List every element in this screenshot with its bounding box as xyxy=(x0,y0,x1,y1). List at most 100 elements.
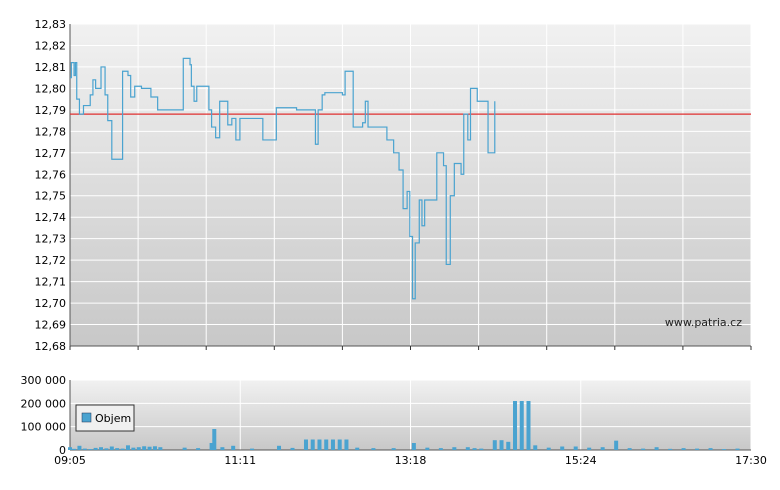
volume-bar xyxy=(290,447,295,450)
price-y-tick-label: 12,74 xyxy=(35,211,67,224)
volume-x-tick-label: 09:05 xyxy=(54,454,86,467)
volume-bar xyxy=(587,447,592,450)
price-y-tick-label: 12,75 xyxy=(35,190,67,203)
volume-bar xyxy=(526,401,531,450)
volume-bar xyxy=(492,440,497,450)
volume-bar xyxy=(355,447,360,450)
volume-bar xyxy=(438,448,443,450)
volume-bar xyxy=(425,447,430,450)
price-y-tick-label: 12,80 xyxy=(35,82,67,95)
volume-bar xyxy=(391,448,396,450)
volume-bar xyxy=(708,448,713,450)
volume-bar xyxy=(104,448,109,450)
volume-bar xyxy=(641,448,646,450)
price-y-tick-label: 12,71 xyxy=(35,276,67,289)
volume-bar xyxy=(182,447,187,450)
volume-bar xyxy=(120,448,125,450)
price-y-tick-label: 12,70 xyxy=(35,297,67,310)
volume-bar xyxy=(722,449,727,450)
volume-bar xyxy=(152,446,157,450)
volume-bar xyxy=(125,445,130,450)
volume-x-tick-label: 11:11 xyxy=(224,454,256,467)
volume-x-tick-label: 13:18 xyxy=(395,454,427,467)
volume-bar xyxy=(220,447,225,450)
volume-bar xyxy=(344,439,349,450)
volume-bar xyxy=(99,447,104,450)
volume-bar xyxy=(82,448,87,450)
volume-x-ticks: 09:05 11:11 13:18 15:24 17:30 xyxy=(54,454,767,467)
volume-bar xyxy=(330,439,335,450)
volume-y-tick-label: 100 000 xyxy=(21,421,67,434)
volume-bar xyxy=(77,445,82,450)
volume-bar xyxy=(72,448,77,450)
volume-bar xyxy=(627,448,632,450)
volume-y-tick-label: 0 xyxy=(59,444,66,457)
volume-bar xyxy=(131,447,136,450)
volume-bar xyxy=(533,445,538,450)
volume-x-tick-label: 17:30 xyxy=(735,454,767,467)
volume-bar xyxy=(250,448,255,450)
volume-bar xyxy=(499,440,504,450)
volume-bar xyxy=(668,448,673,450)
watermark: www.patria.cz xyxy=(665,316,742,329)
volume-bar xyxy=(560,446,565,450)
price-y-tick-label: 12,82 xyxy=(35,39,67,52)
volume-bar xyxy=(277,445,282,450)
price-y-tick-label: 12,72 xyxy=(35,254,67,267)
volume-bar xyxy=(452,447,457,450)
volume-bar xyxy=(519,401,524,450)
volume-bar xyxy=(147,446,152,450)
volume-bar xyxy=(506,441,511,450)
volume-y-ticks: 300 000 200 000 100 000 0 xyxy=(21,374,67,457)
price-y-tick-label: 12,81 xyxy=(35,61,67,74)
volume-bar xyxy=(115,448,120,450)
volume-bar xyxy=(142,446,147,450)
volume-bar xyxy=(371,448,376,450)
price-series-line xyxy=(70,57,496,300)
price-y-tick-label: 12,79 xyxy=(35,104,67,117)
volume-bar xyxy=(68,447,72,450)
price-y-tick-label: 12,77 xyxy=(35,147,67,160)
volume-bar xyxy=(158,447,163,450)
volume-bar xyxy=(695,448,700,450)
price-y-tick-label: 12,76 xyxy=(35,168,67,181)
volume-bar xyxy=(109,446,114,450)
volume-bar xyxy=(196,448,201,450)
volume-bar xyxy=(546,447,551,450)
volume-bar xyxy=(93,447,98,450)
volume-bar xyxy=(317,439,322,450)
volume-bar xyxy=(411,443,416,450)
volume-bar xyxy=(600,447,605,450)
price-y-tick-label: 12,68 xyxy=(35,340,67,353)
price-y-tick-label: 12,78 xyxy=(35,125,67,138)
volume-bar xyxy=(479,448,484,450)
volume-bar xyxy=(324,439,329,450)
price-y-tick-label: 12,73 xyxy=(35,233,67,246)
volume-bar xyxy=(735,448,740,450)
volume-bar xyxy=(337,439,342,450)
volume-bar xyxy=(88,449,93,450)
volume-bar xyxy=(310,439,315,450)
volume-bar xyxy=(231,445,236,450)
legend-swatch xyxy=(81,412,92,423)
volume-bar xyxy=(614,440,619,450)
price-x-ticks xyxy=(69,346,752,350)
volume-bar xyxy=(472,448,477,450)
volume-bar xyxy=(136,447,141,450)
legend-label: Objem xyxy=(95,412,131,425)
volume-x-tick-label: 15:24 xyxy=(565,454,597,467)
volume-bar xyxy=(465,447,470,450)
volume-bar xyxy=(209,443,214,450)
volume-y-tick-label: 300 000 xyxy=(21,374,67,387)
volume-bar xyxy=(303,439,308,450)
volume-bar xyxy=(573,446,578,450)
volume-bar xyxy=(681,448,686,450)
volume-bar xyxy=(212,429,217,450)
price-y-tick-label: 12,83 xyxy=(35,18,67,31)
price-y-ticks: 12,83 12,82 12,81 12,80 12,79 12,78 12,77 12,76… xyxy=(35,18,67,353)
volume-panel: 300 000 200 000 100 000 0 09:05 11:11 13:18 15… xyxy=(21,374,767,467)
volume-bars xyxy=(68,401,740,450)
volume-legend: Objem xyxy=(75,404,135,432)
volume-y-tick-label: 200 000 xyxy=(21,397,67,410)
